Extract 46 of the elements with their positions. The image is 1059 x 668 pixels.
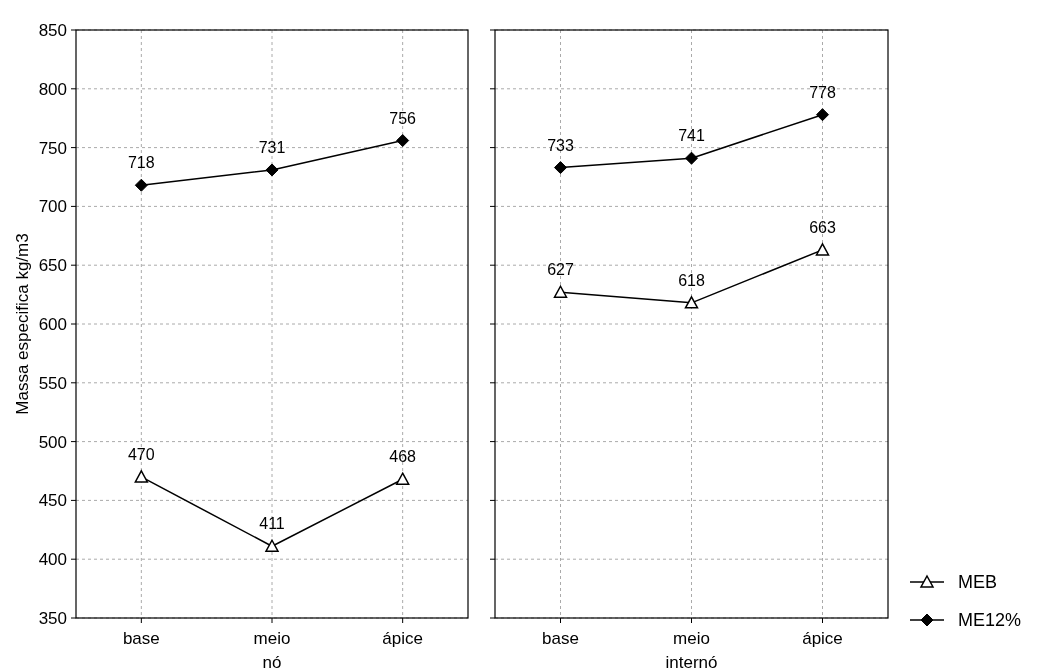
y-tick-label: 700 <box>38 197 67 217</box>
x-tick-label: ápice <box>802 629 843 648</box>
data-label: 718 <box>127 154 155 172</box>
x-tick-label: meio <box>673 629 710 648</box>
data-label: 741 <box>678 127 705 145</box>
legend-label: ME12% <box>958 610 1022 631</box>
data-label: 468 <box>389 448 417 466</box>
y-tick-label: 550 <box>38 373 67 393</box>
x-tick-label: ápice <box>382 629 423 648</box>
data-label: 627 <box>547 261 574 279</box>
y-tick-label: 500 <box>38 432 67 452</box>
x-tick-label: base <box>542 629 579 648</box>
x-axis-title: internó <box>665 653 718 668</box>
point <box>134 178 148 192</box>
point <box>134 470 149 483</box>
point <box>554 161 567 175</box>
data-label: 470 <box>127 445 155 463</box>
x-axis-title: nó <box>262 653 282 668</box>
point <box>265 539 279 553</box>
y-tick-label: 350 <box>38 608 67 628</box>
x-tick-label: meio <box>253 629 291 648</box>
point <box>816 108 829 122</box>
x-tick-label: base <box>122 629 160 648</box>
point <box>685 151 698 165</box>
data-label: 663 <box>809 218 836 236</box>
point <box>396 134 410 148</box>
data-label: 778 <box>809 83 836 101</box>
y-tick-label: 750 <box>38 138 67 158</box>
point <box>684 296 699 309</box>
y-tick-label: 650 <box>38 256 67 276</box>
y-tick-label: 400 <box>38 550 67 570</box>
point <box>815 243 830 256</box>
legend-label: MEB <box>958 572 998 593</box>
data-label: 411 <box>259 515 285 533</box>
point <box>553 285 568 298</box>
point <box>265 163 279 177</box>
y-tick-label: 450 <box>38 491 67 511</box>
point <box>395 472 410 485</box>
y-tick-label: 800 <box>38 79 67 99</box>
data-label: 733 <box>547 136 574 154</box>
data-label: 731 <box>258 138 286 156</box>
y-axis-title: Massa especifica kg/m3 <box>13 233 32 415</box>
y-tick-label: 600 <box>38 314 67 334</box>
data-label: 756 <box>389 109 417 127</box>
data-label: 618 <box>678 271 705 289</box>
y-tick-label: 850 <box>38 20 67 40</box>
